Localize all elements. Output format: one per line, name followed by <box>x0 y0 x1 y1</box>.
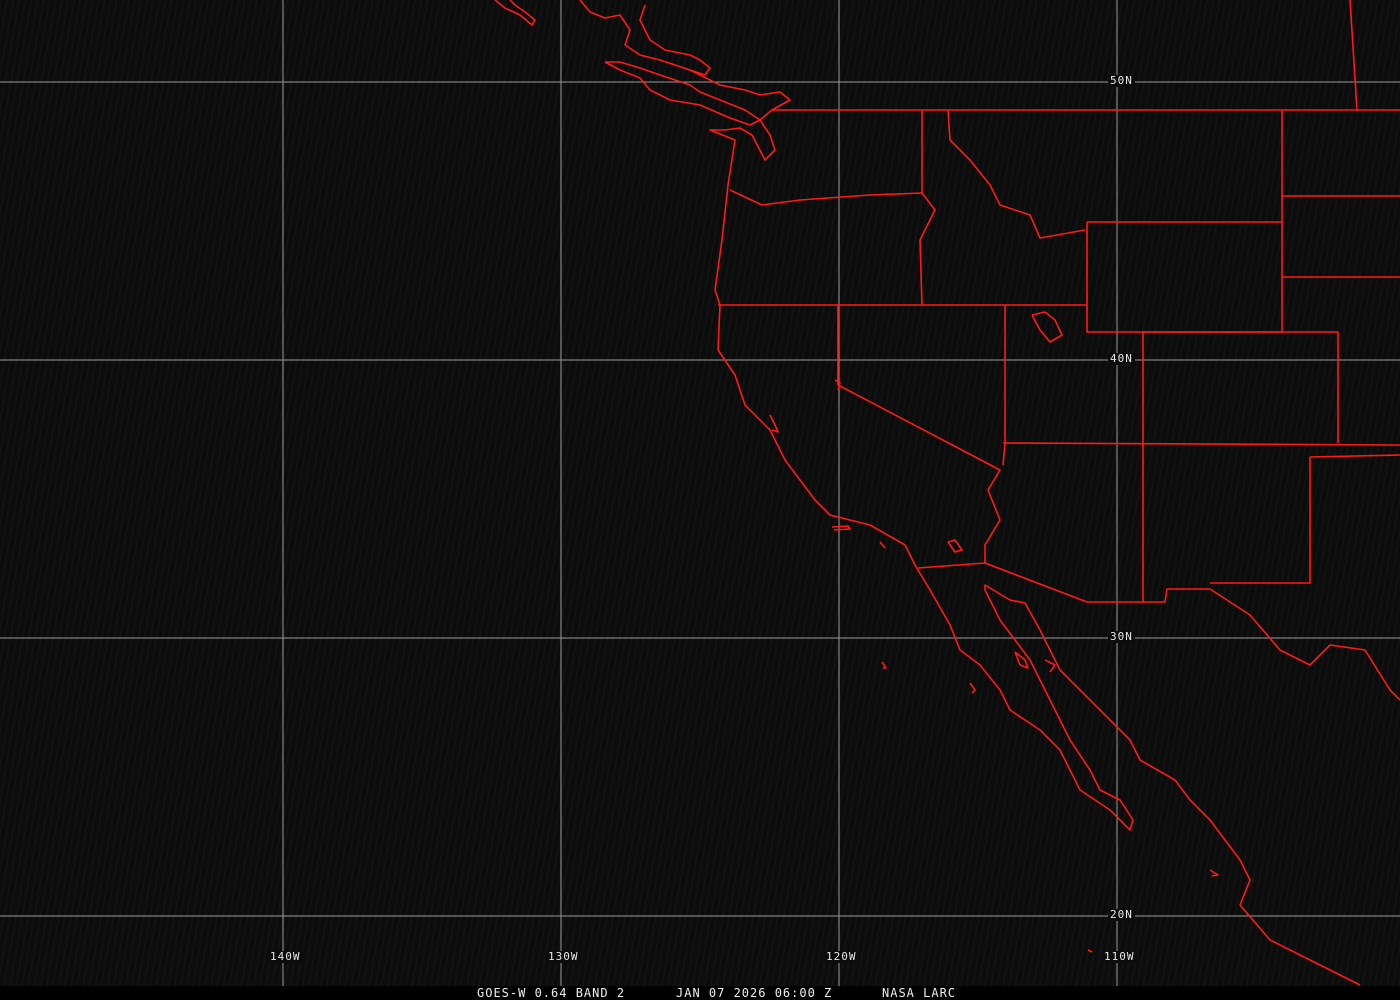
revillagigedo-island <box>1087 949 1093 953</box>
channel-islands <box>831 525 851 531</box>
lon-label-130w: 130W <box>546 950 581 963</box>
salton-sea <box>947 539 963 553</box>
caption-datetime: JAN 07 2026 06:00 Z <box>676 986 833 1000</box>
border-nv-ut <box>1002 305 1006 466</box>
great-salt-lake <box>1031 311 1063 343</box>
border-wa-or <box>729 189 923 206</box>
sf-bay <box>769 414 779 433</box>
border-id-mt <box>947 109 1086 239</box>
san-clemente-island <box>879 541 886 549</box>
border-colorado <box>1143 331 1339 443</box>
border-nm-ok <box>1309 454 1400 458</box>
marias-islands <box>1209 869 1219 877</box>
coastline-bc <box>494 0 536 26</box>
border-or-id <box>919 192 936 306</box>
lon-label-120w: 120W <box>824 950 859 963</box>
caption-product: GOES-W 0.64 BAND 2 <box>477 986 626 1000</box>
coastline-west <box>689 69 1361 986</box>
caption-bar <box>0 986 1400 1000</box>
political-borders <box>494 0 1400 986</box>
lake-tahoe <box>834 379 841 391</box>
coastline-bc-2 <box>579 0 711 76</box>
lon-label-110w: 110W <box>1102 950 1137 963</box>
lat-label-30n: 30N <box>1108 630 1135 643</box>
border-us-mexico <box>917 562 1400 701</box>
border-az-ut-nm-co <box>1002 442 1400 446</box>
lat-label-20n: 20N <box>1108 908 1135 921</box>
guadalupe-island <box>881 661 887 669</box>
tiburon-island <box>1014 651 1029 669</box>
angel-island <box>1044 659 1056 673</box>
caption-source: NASA LARC <box>882 986 957 1000</box>
lat-label-40n: 40N <box>1108 352 1135 365</box>
border-dakotas <box>1349 0 1358 111</box>
border-wyoming <box>1086 221 1283 333</box>
lon-label-140w: 140W <box>268 950 303 963</box>
lat-label-50n: 50N <box>1108 74 1135 87</box>
vancouver-island <box>604 61 761 126</box>
cedros-island <box>969 682 976 694</box>
border-ca-nv <box>837 305 1001 563</box>
border-nm-east <box>1210 457 1311 584</box>
